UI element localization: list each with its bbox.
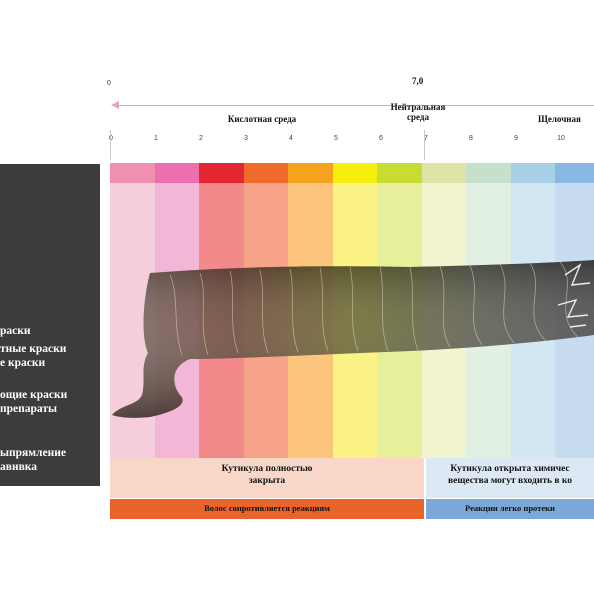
ph-tick-label: 10 — [557, 135, 565, 142]
cuticle-open-box: Кутикула открыта химичес вещества могут … — [426, 458, 594, 498]
ph-tick-label: 2 — [199, 135, 203, 142]
ph-tick-label: 1 — [154, 135, 158, 142]
alkaline-region-label: Щелочная — [538, 114, 581, 124]
cuticle-open-line2: вещества могут входить в ко — [448, 476, 572, 486]
hair-shading — [112, 260, 594, 418]
left-line-5: препараты — [0, 403, 57, 415]
ph-tick-label: 8 — [469, 135, 473, 142]
open-cuticle-marks — [557, 263, 591, 328]
scale-separator — [424, 130, 425, 160]
neutral-label-line2: среда — [407, 112, 429, 122]
ph-column-top — [511, 163, 556, 183]
left-panel: раски тные краски е краски ощие краски п… — [0, 164, 100, 486]
ph-tick-label: 5 — [334, 135, 338, 142]
arrow-left-icon — [111, 101, 119, 109]
cuticle-closed-line1: Кутикула полностью — [221, 464, 313, 474]
cuticle-closed-line2: закрыта — [248, 476, 286, 486]
cuticle-closed-box: Кутикула полностью закрыта — [110, 458, 424, 498]
reactions-easy-bar: Реакции легко протеки — [426, 499, 594, 519]
left-line-3: е краски — [0, 357, 46, 369]
ph-tick-label: 6 — [379, 135, 383, 142]
cuticle-scales — [169, 261, 581, 356]
acid-region-label: Кислотная среда — [227, 114, 297, 124]
left-line-2: тные краски — [0, 343, 67, 355]
left-line-4: ощие краски — [0, 389, 68, 401]
neutral-label-line1: Нейтральная — [390, 102, 446, 112]
ph-column-top — [333, 163, 378, 183]
ph-tick-label: 9 — [514, 135, 518, 142]
ph-tick-label: 4 — [289, 135, 293, 142]
scale-separator — [110, 130, 111, 160]
ph-column-top — [555, 163, 594, 183]
ph-column-top — [422, 163, 467, 183]
ph-tick-label: 3 — [244, 135, 248, 142]
neutral-ph-value: 7,0 — [412, 76, 424, 86]
left-line-1: раски — [0, 325, 31, 337]
ph-column-top — [288, 163, 333, 183]
ph-column-top — [244, 163, 289, 183]
ph-tick-label: 0 — [109, 135, 113, 142]
scale-zero-label: 0 — [107, 80, 111, 87]
neutral-region-label: Нейтральная среда — [378, 102, 458, 122]
ph-arrow-line — [118, 105, 594, 106]
ph-column-top — [466, 163, 511, 183]
ph-column-top — [199, 163, 244, 183]
hair-shaft-illustration — [112, 260, 594, 418]
ph-column-top — [377, 163, 422, 183]
ph-tick-label: 7 — [424, 135, 428, 142]
left-line-6: ыпрямление — [0, 447, 66, 459]
hair-resists-bar: Волос сопротивляется реакциям — [110, 499, 424, 519]
cuticle-open-line1: Кутикула открыта химичес — [450, 464, 570, 474]
ph-column-top — [110, 163, 155, 183]
left-line-7: авивка — [0, 461, 37, 473]
ph-column-top — [155, 163, 200, 183]
